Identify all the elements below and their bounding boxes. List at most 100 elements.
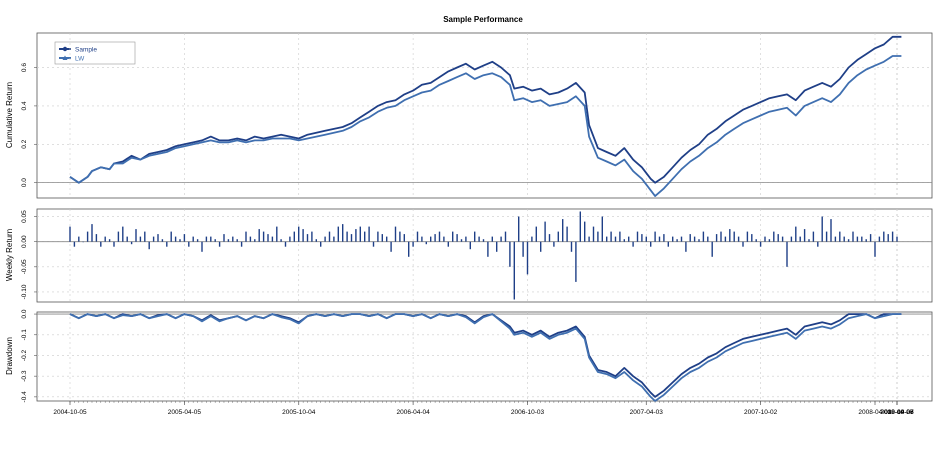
xtick-label-4: 2006-10-03: [511, 409, 545, 416]
weekly-bar-127: [628, 236, 630, 242]
weekly-bar-33: [214, 239, 216, 242]
weekly-bar-66: [359, 226, 361, 242]
weekly-bar-13: [126, 236, 128, 242]
weekly-bar-123: [610, 231, 612, 242]
weekly-bar-18: [148, 241, 150, 250]
weekly-bar-30: [201, 241, 203, 252]
weekly-bar-188: [896, 236, 898, 242]
weekly-bar-101: [513, 241, 515, 300]
weekly-bar-37: [232, 236, 234, 242]
legend: Sample LW: [54, 41, 136, 65]
weekly-bar-84: [438, 231, 441, 242]
weekly-bar-46: [271, 236, 274, 242]
weekly-bar-7: [100, 241, 102, 247]
ytick-label-p2-3: -0.3: [21, 370, 28, 382]
weekly-bar-75: [399, 231, 401, 242]
weekly-bar-70: [377, 231, 379, 242]
weekly-bar-98: [500, 236, 502, 242]
weekly-bar-155: [751, 234, 753, 242]
weekly-bar-116: [579, 211, 581, 242]
weekly-bar-130: [641, 234, 643, 242]
weekly-bar-26: [183, 234, 186, 242]
weekly-bar-142: [693, 236, 696, 242]
weekly-bar-156: [755, 239, 757, 242]
weekly-bar-119: [592, 226, 595, 242]
weekly-bar-62: [342, 224, 344, 242]
weekly-bar-74: [394, 226, 397, 242]
weekly-bar-39: [240, 241, 243, 247]
weekly-bar-110: [553, 241, 555, 247]
weekly-bar-138: [676, 239, 678, 242]
weekly-bar-12: [122, 226, 124, 242]
weekly-bar-32: [210, 236, 212, 242]
weekly-bar-80: [421, 236, 423, 242]
weekly-bar-5: [91, 224, 93, 242]
weekly-bar-132: [650, 241, 652, 247]
weekly-bar-136: [667, 241, 669, 247]
weekly-bar-165: [795, 226, 797, 242]
weekly-bar-15: [135, 229, 137, 242]
weekly-bar-187: [891, 231, 894, 242]
ytick-label-p0-2: 0.4: [21, 101, 28, 110]
xtick-label-5: 2007-04-03: [630, 409, 664, 416]
legend-box: [54, 41, 136, 65]
weekly-bar-96: [491, 236, 493, 242]
ytick-label-p1-1: 0.00: [21, 235, 28, 248]
weekly-bar-25: [179, 239, 181, 242]
weekly-bar-58: [324, 236, 326, 242]
weekly-bar-53: [302, 229, 304, 242]
weekly-bar-184: [878, 236, 881, 242]
weekly-bar-52: [298, 226, 300, 242]
weekly-bar-17: [144, 231, 146, 242]
weekly-bar-107: [540, 241, 542, 252]
weekly-bar-172: [825, 231, 828, 242]
weekly-bar-81: [425, 241, 427, 245]
xtick-label-1: 2005-04-05: [168, 409, 202, 416]
weekly-bar-1: [73, 241, 76, 247]
legend-lw-label: LW: [75, 56, 85, 63]
weekly-bar-120: [597, 231, 599, 242]
weekly-bar-173: [830, 219, 832, 242]
ytick-label-p2-0: 0.0: [21, 309, 28, 318]
ylabel-cumulative: Cumulative Return: [5, 82, 14, 148]
weekly-bar-160: [773, 231, 775, 242]
weekly-bar-4: [86, 231, 89, 242]
weekly-bar-24: [174, 236, 177, 242]
weekly-bar-9: [108, 239, 111, 242]
weekly-bar-118: [588, 236, 590, 242]
weekly-bar-71: [381, 234, 383, 242]
ytick-label-p2-2: -0.2: [21, 349, 28, 361]
weekly-bar-95: [487, 241, 489, 257]
weekly-bar-157: [759, 241, 762, 247]
legend-sample-marker: [62, 46, 68, 52]
weekly-bar-148: [720, 231, 722, 242]
xtick-label-7: 2008-04-01: [858, 409, 892, 416]
weekly-bar-43: [258, 229, 260, 242]
weekly-bar-77: [408, 241, 410, 257]
weekly-bar-76: [403, 234, 405, 242]
weekly-bar-54: [306, 234, 309, 242]
series-sample-drawdown: [69, 313, 902, 398]
weekly-bar-88: [456, 234, 458, 242]
chart-marks: 0.0 0.2 0.4 0.6 0.05 0.00 -0.05 -0.10 0.0 -0.1 -0.…: [21, 33, 932, 416]
weekly-bar-152: [737, 236, 740, 242]
xtick-label-8: 2008-10-07: [880, 409, 914, 416]
ytick-label-p1-3: -0.10: [21, 284, 28, 299]
weekly-bar-22: [166, 241, 168, 247]
ytick-label-p2-1: -0.1: [21, 329, 28, 341]
weekly-bar-154: [746, 231, 749, 242]
panel-weekly-frame: [36, 208, 933, 303]
weekly-bar-137: [672, 236, 674, 242]
weekly-bar-105: [531, 236, 533, 242]
weekly-bar-23: [170, 231, 172, 242]
weekly-bar-28: [192, 236, 194, 242]
weekly-bar-35: [223, 234, 225, 242]
weekly-bar-163: [786, 241, 788, 267]
weekly-bar-185: [883, 231, 885, 242]
weekly-bar-61: [337, 226, 339, 242]
weekly-bar-114: [570, 241, 573, 252]
xtick-label-9: 2009-04-07: [880, 409, 914, 416]
weekly-bar-112: [562, 219, 564, 242]
